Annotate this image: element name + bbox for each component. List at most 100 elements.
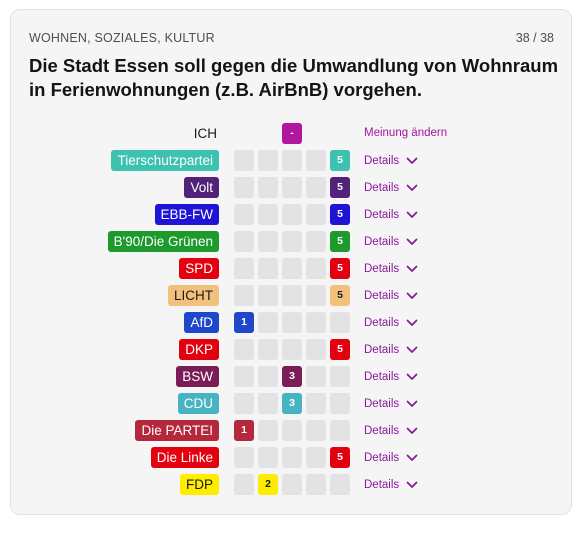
position-slot [282,258,302,279]
party-row-volt: Volt 5 Details [11,174,571,201]
position-slot [330,393,350,414]
party-position-marker: 5 [330,204,350,225]
position-slot [306,420,326,441]
party-row-dkp: DKP 5 Details [11,336,571,363]
position-slot [306,285,326,306]
my-opinion-marker: - [282,123,302,144]
position-slot [234,393,254,414]
party-row-cdu: CDU 3 Details [11,390,571,417]
position-slot [258,339,278,360]
position-slot [234,204,254,225]
chevron-down-icon [406,373,418,381]
position-slot [282,339,302,360]
chevron-down-icon [406,265,418,273]
position-slot [258,366,278,387]
position-slot [258,258,278,279]
chevron-down-icon [406,454,418,462]
position-slot [306,474,326,495]
thesis-question: Die Stadt Essen soll gegen die Umwandlun… [29,55,559,100]
position-slot [282,150,302,171]
party-row-spd: SPD 5 Details [11,255,571,282]
party-label: BSW [176,366,219,387]
position-slot [234,231,254,252]
details-toggle[interactable]: Details [364,339,418,360]
party-label: B'90/Die Grünen [107,231,219,252]
position-slot [282,231,302,252]
details-toggle[interactable]: Details [364,177,418,198]
my-opinion-row: ICH - Meinung ändern [11,120,571,147]
position-slot [234,177,254,198]
details-toggle[interactable]: Details [364,285,418,306]
party-row-die-linke: Die Linke 5 Details [11,444,571,471]
details-toggle[interactable]: Details [364,447,418,468]
position-slot [330,312,350,333]
position-slot [282,420,302,441]
details-label: Details [364,316,400,329]
party-row-licht: LICHT 5 Details [11,282,571,309]
position-slot [306,312,326,333]
party-position-marker: 5 [330,285,350,306]
position-slot [306,177,326,198]
details-label: Details [364,154,400,167]
party-position-marker: 3 [282,393,302,414]
position-slot [234,258,254,279]
party-row-ebb-fw: EBB-FW 5 Details [11,201,571,228]
chevron-down-icon [406,346,418,354]
party-label: LICHT [167,285,219,306]
position-slot [306,393,326,414]
party-row-afd: AfD 1 Details [11,309,571,336]
position-slot [234,150,254,171]
position-slot [258,312,278,333]
party-label: SPD [179,258,219,279]
details-toggle[interactable]: Details [364,204,418,225]
party-row-die-partei: Die PARTEI 1 Details [11,417,571,444]
position-slot [258,420,278,441]
position-slot [258,204,278,225]
party-label: Tierschutzpartei [111,150,219,171]
party-label: Die PARTEI [135,420,219,441]
party-row-bsw: BSW 3 Details [11,363,571,390]
details-toggle[interactable]: Details [364,312,418,333]
chevron-down-icon [406,481,418,489]
position-slot [258,150,278,171]
party-position-marker: 1 [234,420,254,441]
position-slot [306,339,326,360]
position-slot [258,447,278,468]
position-slot [258,285,278,306]
position-slot [282,285,302,306]
party-position-marker: 5 [330,339,350,360]
category-label: WOHNEN, SOZIALES, KULTUR [29,31,215,45]
position-slot [258,231,278,252]
position-slot [306,258,326,279]
position-slot [306,150,326,171]
details-toggle[interactable]: Details [364,393,418,414]
party-label: AfD [184,312,219,333]
party-row-fdp: FDP 2 Details [11,471,571,498]
party-label: DKP [179,339,219,360]
details-toggle[interactable]: Details [364,420,418,441]
details-toggle[interactable]: Details [364,366,418,387]
position-slot [330,366,350,387]
details-toggle[interactable]: Details [364,258,418,279]
position-slot [234,447,254,468]
details-label: Details [364,262,400,275]
party-position-marker: 1 [234,312,254,333]
position-slot [234,366,254,387]
party-row-tierschutzpartei: Tierschutzpartei 5 Details [11,147,571,174]
party-label: Die Linke [150,447,219,468]
position-slot [330,420,350,441]
party-position-marker: 5 [330,231,350,252]
details-label: Details [364,370,400,383]
details-label: Details [364,451,400,464]
change-opinion-link[interactable]: Meinung ändern [364,127,448,139]
position-slot [258,177,278,198]
details-toggle[interactable]: Details [364,150,418,171]
position-slot [282,474,302,495]
position-slot [234,339,254,360]
details-label: Details [364,235,400,248]
details-toggle[interactable]: Details [364,231,418,252]
position-slot [306,231,326,252]
details-toggle[interactable]: Details [364,474,418,495]
position-slot [282,312,302,333]
position-slot [282,177,302,198]
